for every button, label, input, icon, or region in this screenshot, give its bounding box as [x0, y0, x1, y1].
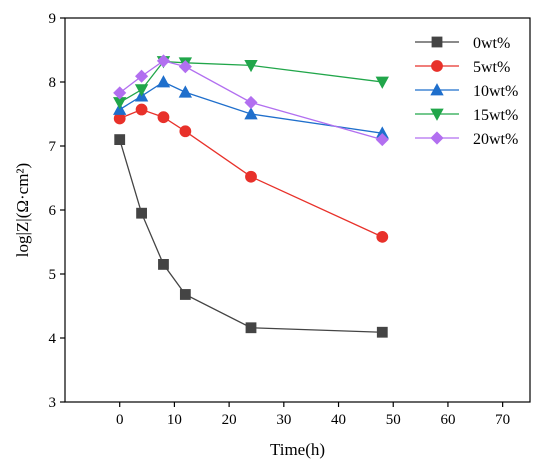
data-point — [376, 326, 388, 338]
data-point — [178, 60, 192, 74]
legend-item: 10wt% — [415, 83, 518, 100]
series-0wt% — [114, 134, 388, 338]
x-tick-label: 40 — [331, 412, 346, 428]
data-point — [158, 258, 169, 270]
legend-marker — [430, 131, 444, 145]
legend-label: 5wt% — [473, 59, 510, 76]
x-tick-label: 0 — [116, 412, 124, 428]
legend-marker — [430, 83, 444, 96]
legend-item: 5wt% — [415, 59, 510, 76]
data-point — [114, 134, 126, 146]
y-tick-label: 4 — [49, 331, 57, 347]
series-5wt% — [113, 103, 389, 243]
x-tick-label: 30 — [276, 412, 291, 428]
legend-item: 15wt% — [415, 107, 518, 124]
legend-label: 10wt% — [473, 83, 518, 100]
legend-marker — [431, 36, 443, 48]
data-point — [157, 111, 170, 124]
x-tick-label: 20 — [222, 412, 237, 428]
y-tick-label: 7 — [49, 139, 57, 155]
data-point — [134, 84, 149, 97]
data-point — [135, 103, 148, 116]
legend-marker — [431, 60, 443, 72]
data-point — [156, 75, 171, 88]
legend-label: 20wt% — [473, 131, 518, 148]
data-point — [179, 289, 191, 300]
data-point — [136, 207, 147, 219]
data-point — [113, 86, 127, 100]
y-tick-label: 6 — [49, 203, 57, 219]
y-tick-label: 5 — [49, 267, 57, 283]
x-tick-label: 60 — [440, 412, 455, 428]
data-point — [245, 322, 257, 334]
data-point — [244, 107, 258, 120]
y-tick-label: 9 — [49, 11, 57, 27]
data-point — [245, 170, 257, 183]
plot-frame — [64, 17, 531, 403]
data-point — [244, 95, 258, 110]
data-point — [156, 54, 171, 68]
series-layer — [113, 54, 389, 338]
legend-item: 0wt% — [415, 35, 510, 52]
axes: 0 10 20 30 40 50 60 70 3 4 5 6 7 8 9 — [49, 11, 531, 428]
legend: 0wt% 5wt% 10wt% 15wt% 20wt% — [415, 35, 518, 148]
y-tick-label: 3 — [49, 395, 57, 411]
x-tick-label: 50 — [386, 412, 401, 428]
data-point — [376, 230, 389, 243]
data-point — [135, 69, 149, 83]
x-tick-label: 10 — [167, 412, 182, 428]
data-point — [244, 59, 258, 73]
legend-item: 20wt% — [415, 131, 518, 148]
series-20wt% — [113, 54, 389, 147]
data-point — [375, 133, 389, 147]
series-line — [119, 60, 383, 104]
legend-label: 0wt% — [473, 35, 510, 52]
series-line — [119, 139, 383, 333]
legend-label: 15wt% — [473, 107, 518, 124]
data-point — [375, 76, 389, 89]
data-point — [178, 85, 193, 98]
y-tick-label: 8 — [49, 75, 57, 91]
legend-marker — [430, 108, 444, 121]
x-axis-title: Time(h) — [270, 440, 325, 459]
y-axis-title: log|Z|(Ω·cm²) — [13, 163, 32, 257]
data-point — [179, 125, 192, 138]
x-tick-label: 70 — [495, 412, 510, 428]
